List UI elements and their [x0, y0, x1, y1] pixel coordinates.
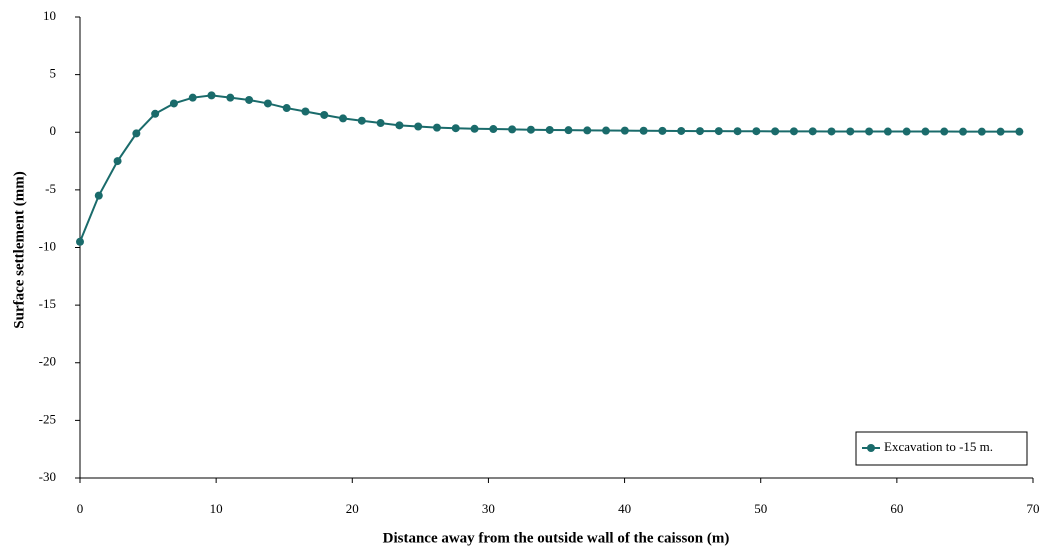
legend-box — [855, 431, 1028, 466]
y-tick-label: -20 — [39, 354, 56, 369]
x-axis-label: Distance away from the outside wall of t… — [383, 530, 730, 546]
data-point — [169, 99, 178, 108]
data-point — [226, 93, 235, 102]
data-point — [602, 126, 611, 135]
data-point — [489, 125, 498, 134]
data-point — [977, 127, 986, 136]
data-point — [996, 127, 1005, 136]
data-point — [432, 123, 441, 132]
y-tick-label: -15 — [39, 296, 56, 311]
data-point — [526, 125, 535, 134]
data-point — [508, 125, 517, 134]
x-tick-label: 0 — [77, 501, 84, 516]
y-tick-label: -30 — [39, 469, 56, 484]
data-point — [921, 127, 930, 136]
x-tick-label: 20 — [346, 501, 359, 516]
data-point — [282, 104, 291, 113]
y-tick-label: 0 — [50, 123, 57, 138]
data-point — [771, 127, 780, 136]
data-point — [263, 99, 272, 108]
data-point — [789, 127, 798, 136]
y-tick-label: -25 — [39, 411, 56, 426]
x-tick-label: 60 — [890, 501, 903, 516]
data-point — [695, 127, 704, 136]
x-tick-label: 10 — [210, 501, 223, 516]
data-point — [339, 114, 348, 123]
data-point — [132, 129, 141, 138]
data-point — [395, 121, 404, 130]
data-point — [245, 95, 254, 104]
data-point — [451, 124, 460, 133]
x-tick-label: 40 — [618, 501, 631, 516]
data-point — [320, 110, 329, 119]
x-tick-label: 30 — [482, 501, 495, 516]
data-point — [207, 91, 216, 100]
data-point — [827, 127, 836, 136]
data-point — [470, 124, 479, 133]
y-tick-label: -5 — [45, 181, 56, 196]
data-point — [677, 126, 686, 135]
data-point — [76, 237, 84, 246]
data-point — [959, 127, 968, 136]
x-tick-label: 70 — [1027, 501, 1040, 516]
y-tick-label: 5 — [50, 66, 57, 81]
data-point — [583, 126, 592, 135]
data-point — [414, 122, 423, 131]
data-point — [301, 107, 310, 116]
series-line — [79, 94, 1020, 243]
data-point — [752, 127, 761, 136]
data-point — [188, 93, 197, 102]
data-point — [865, 127, 874, 136]
data-point — [902, 127, 911, 136]
data-point — [113, 157, 122, 166]
data-point — [733, 127, 742, 136]
data-point — [639, 126, 648, 135]
y-tick-label: -10 — [39, 238, 56, 253]
data-point — [564, 126, 573, 135]
data-point — [940, 127, 949, 136]
data-point — [846, 127, 855, 136]
x-tick-label: 50 — [754, 501, 767, 516]
data-point — [620, 126, 629, 135]
data-point — [808, 127, 817, 136]
y-tick-label: 10 — [43, 8, 56, 23]
data-point — [151, 109, 160, 118]
legend-marker — [867, 444, 875, 452]
data-point — [94, 191, 103, 200]
y-axis-label: Surface settlement (mm) — [11, 171, 27, 328]
legend-label: Excavation to -15 m. — [884, 439, 993, 454]
data-point — [376, 119, 385, 128]
data-point — [714, 127, 723, 136]
data-point — [658, 126, 667, 135]
data-point — [883, 127, 892, 136]
data-point — [545, 125, 554, 134]
data-point — [1015, 127, 1024, 136]
data-point — [357, 116, 366, 125]
